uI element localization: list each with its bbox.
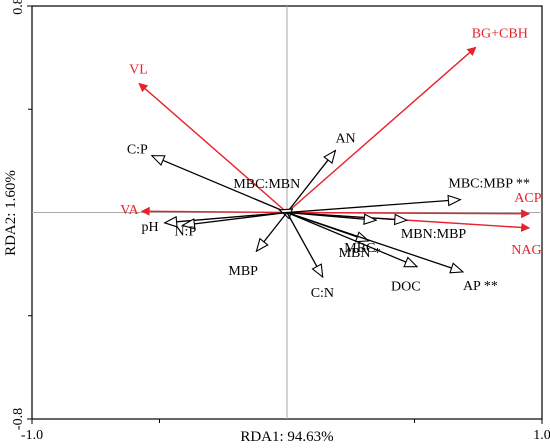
explanatory-label-c-n: C:N [311,286,334,301]
response-arrow-bg-cbh [286,46,477,214]
explanatory-label-mbp: MBP [228,264,258,279]
explanatory-arrow-c-n [286,212,323,278]
explanatory-arrow-ap [286,211,463,272]
explanatory-label-an: AN [335,132,355,147]
explanatory-label-mbn-mbp: MBN:MBP [401,227,467,242]
response-label-bg-cbh: BG+CBH [472,26,528,41]
explanatory-label-mbc-mbp: MBC:MBP ** [448,177,530,192]
explanatory-arrow-ph [165,211,288,223]
response-arrow-vl [138,82,288,214]
x-tick-label: 1.0 [533,428,550,443]
response-label-nag: NAG [511,243,541,258]
y-tick-label: 0.8 [11,0,26,15]
explanatory-arrow-mbc-mbp [286,200,460,214]
explanatory-vectors [152,151,463,277]
axis-ticks: -1.0 1.0 0.8 -0.8 [11,0,550,443]
explanatory-label-mbc: MBC [344,241,375,256]
explanatory-label-ph: pH [141,220,158,235]
explanatory-label-c-p: C:P [127,143,148,158]
vector-labels: BG+CBH VL ACP NAG VA C:P AN MBC:MBN MBC:MBP ** pH… [120,26,541,301]
explanatory-label-ap: AP ** [463,279,498,294]
response-arrow-va [140,206,288,216]
response-label-acp: ACP [514,191,541,206]
y-tick-label: -0.8 [11,408,26,430]
explanatory-label-n-p: N:P [174,224,196,239]
response-vectors [138,46,531,232]
response-label-va: VA [120,203,139,218]
x-tick-label: -1.0 [21,428,43,443]
y-axis-title: RDA2: 1.60% [3,170,19,256]
explanatory-label-doc: DOC [391,280,421,295]
explanatory-arrow-mbp [256,212,288,252]
explanatory-arrow-n-p [182,211,288,226]
response-label-vl: VL [129,62,148,77]
explanatory-label-mbn: MBN * [339,246,381,261]
response-arrow-acp [286,209,531,219]
explanatory-arrow-an [286,151,335,213]
explanatory-arrow-doc [286,211,417,268]
explanatory-arrow-c-p [152,155,288,214]
x-axis-title: RDA1: 94.63% [240,429,333,445]
explanatory-arrow-mbc [286,211,376,221]
explanatory-label-mbc-mbn: MBC:MBN [233,177,300,192]
